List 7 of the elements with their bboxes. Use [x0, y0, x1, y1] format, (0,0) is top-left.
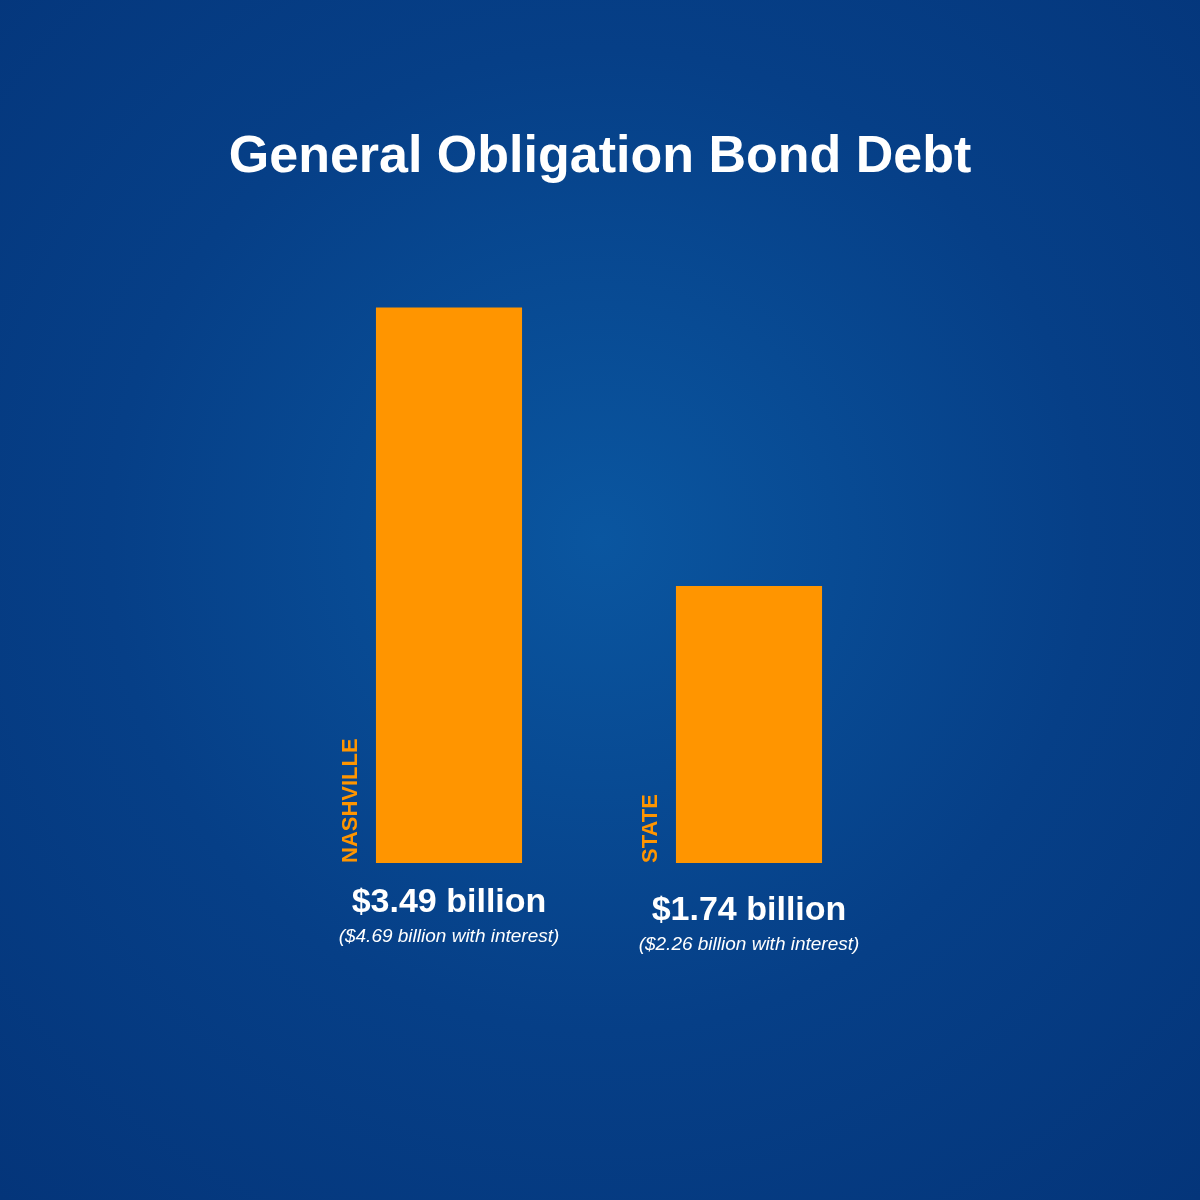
- text: ($2.26 billion with interest): [638, 933, 860, 955]
- data-label: $3.49 billion: [351, 881, 547, 920]
- data-label: $1.74 billion: [651, 889, 847, 928]
- x-tick-label: STATE: [637, 794, 663, 863]
- x-tick-label: NASHVILLE: [337, 738, 363, 863]
- chart-title: General Obligation Bond Debt: [228, 125, 972, 184]
- text: ($4.69 billion with interest): [338, 925, 560, 947]
